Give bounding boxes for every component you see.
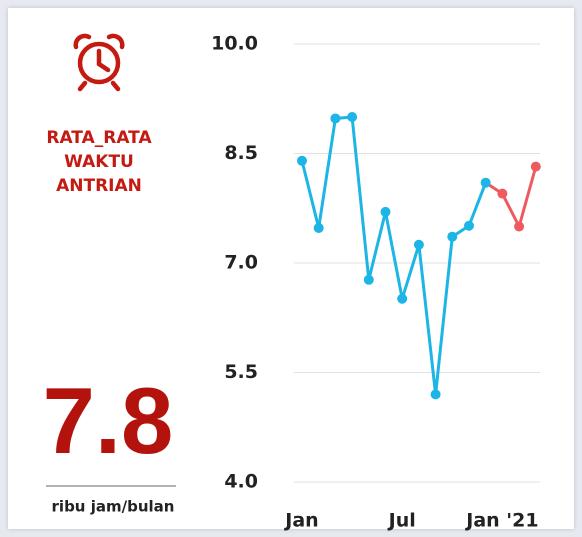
alarm-icon — [73, 33, 125, 92]
y-tick-label: 5.5 — [224, 361, 258, 383]
data-point — [447, 231, 458, 242]
data-point — [430, 389, 441, 400]
data-point — [480, 177, 491, 188]
data-point — [514, 221, 525, 232]
line-segment — [467, 182, 488, 227]
x-tick-label: Jul — [387, 510, 416, 532]
data-point — [347, 112, 358, 122]
card — [8, 8, 574, 529]
line-segment — [400, 244, 421, 300]
data-point — [397, 293, 408, 304]
line-segment — [317, 118, 337, 229]
data-point — [297, 155, 307, 166]
line-segment — [350, 116, 371, 280]
y-tick-label: 7.0 — [224, 252, 258, 274]
kpi-value: 7.8 — [43, 368, 174, 473]
data-point — [413, 239, 424, 250]
kpi-title: ANTRIAN — [56, 176, 142, 196]
kpi-title: WAKTU — [64, 152, 134, 172]
data-point — [363, 274, 374, 285]
kpi-title: RATA_RATA — [46, 128, 152, 148]
line-segment — [367, 211, 387, 281]
line-segment — [384, 211, 404, 300]
data-point — [497, 188, 508, 199]
data-point — [313, 222, 324, 233]
data-point — [464, 220, 474, 231]
x-tick-label: Jan '21 — [464, 510, 538, 532]
line-segment — [517, 166, 538, 227]
data-point — [530, 161, 541, 172]
line-segment — [417, 244, 438, 395]
y-tick-label: 10.0 — [211, 33, 258, 55]
line-segment — [434, 236, 454, 395]
y-tick-label: 8.5 — [224, 142, 258, 164]
data-point — [380, 206, 391, 217]
kpi-unit: ribu jam/bulan — [52, 498, 175, 516]
y-tick-label: 4.0 — [224, 471, 258, 493]
line-segment — [501, 192, 521, 228]
data-point — [330, 113, 341, 124]
x-tick-label: Jan — [283, 510, 318, 532]
line-segment — [300, 160, 321, 229]
